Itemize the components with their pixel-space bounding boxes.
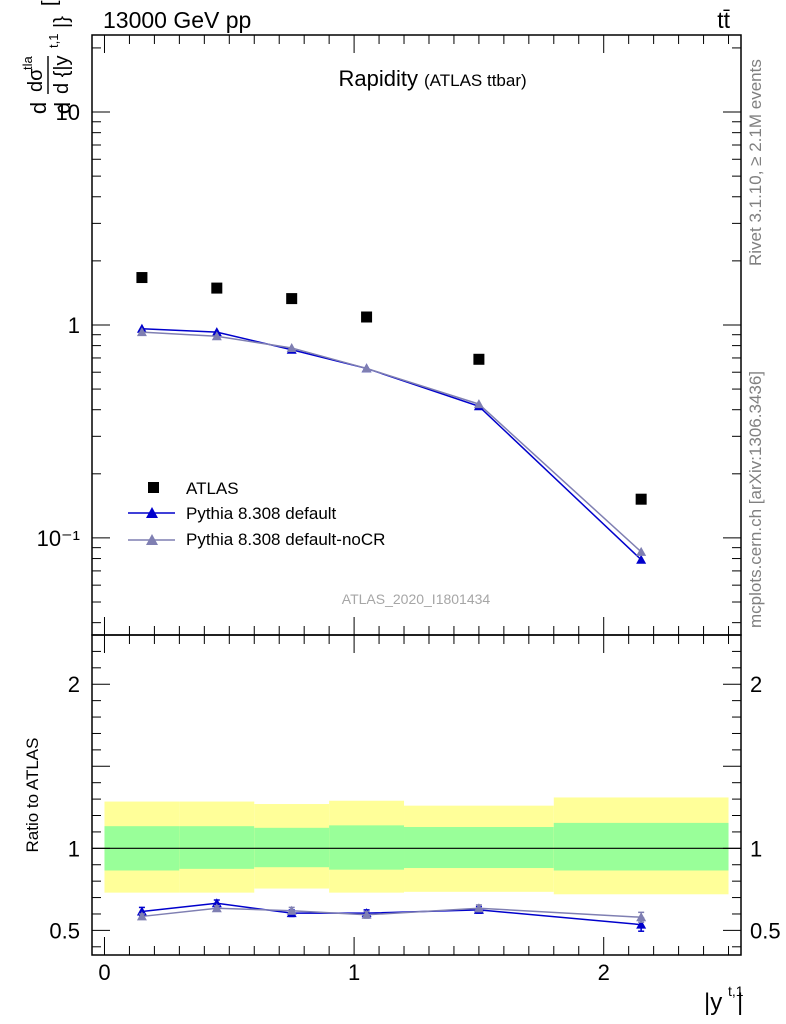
series-marker-2 xyxy=(136,327,147,337)
svg-text:d: d xyxy=(26,102,51,114)
ratio-marker-1 xyxy=(136,911,147,921)
ratio-y-tick-label: 0.5 xyxy=(49,918,80,943)
svg-text:d {|y: d {|y xyxy=(51,55,73,94)
ratio-y-tick-label: 1 xyxy=(68,836,80,861)
axis-ticks: 0 1 2 10 1 10⁻¹ 0.5 0.5 1 1 2 2 xyxy=(37,35,781,985)
series-marker-2 xyxy=(211,331,222,341)
uncertainty-band-stat xyxy=(254,827,330,868)
atlas-data-point xyxy=(361,311,373,323)
ratio-y-axis-title: Ratio to ATLAS xyxy=(23,738,42,853)
uncertainty-band-stat xyxy=(329,825,405,870)
series-marker-2 xyxy=(473,399,484,409)
atlas-data-point xyxy=(211,282,223,294)
svg-text:|: | xyxy=(737,989,743,1016)
series-marker-2 xyxy=(361,363,372,373)
legend-label-atlas: ATLAS xyxy=(186,479,239,498)
svg-text:t,1: t,1 xyxy=(46,34,61,48)
ratio-marker-1 xyxy=(473,903,484,913)
atlas-data-point xyxy=(136,272,148,284)
x-tick-label: 1 xyxy=(348,960,360,985)
main-y-tick-label: 10 xyxy=(56,100,80,125)
ratio-y-tick-label-right: 2 xyxy=(750,672,762,697)
analysis-tag: ATLAS_2020_I1801434 xyxy=(342,591,491,607)
series-marker-2 xyxy=(636,546,647,556)
ratio-marker-1 xyxy=(211,903,222,913)
svg-text:d: d xyxy=(50,102,75,114)
rivet-version-label: Rivet 3.1.10, ≥ 2.1M events xyxy=(746,59,765,266)
legend-marker-nocr xyxy=(146,534,158,545)
x-tick-label: 0 xyxy=(98,960,110,985)
series-marker-1 xyxy=(636,554,647,564)
ratio-marker-0 xyxy=(636,919,647,929)
main-y-tick-label: 10⁻¹ xyxy=(37,526,80,551)
atlas-data-point xyxy=(473,353,485,365)
svg-text:t,1: t,1 xyxy=(728,983,744,999)
header-process-label: tt̄ xyxy=(717,7,730,33)
ratio-marker-1 xyxy=(361,909,372,919)
ratio-plot-frame xyxy=(91,634,742,956)
ratio-bands xyxy=(92,797,741,895)
legend-label-nocr: Pythia 8.308 default-noCR xyxy=(186,530,385,549)
chart-subtitle: (ATLAS ttbar) xyxy=(424,71,527,90)
main-y-tick-label: 1 xyxy=(68,313,80,338)
legend-label-default: Pythia 8.308 default xyxy=(186,504,337,523)
svg-text:tla: tla xyxy=(20,56,35,71)
uncertainty-band-stat xyxy=(179,826,255,869)
ratio-y-tick-label-right: 0.5 xyxy=(750,918,781,943)
legend: ATLAS Pythia 8.308 default Pythia 8.308 … xyxy=(128,479,385,549)
svg-text:|y: |y xyxy=(704,989,722,1016)
svg-text:|}: |} xyxy=(51,16,73,28)
legend-marker-default xyxy=(146,507,158,518)
x-tick-label: 2 xyxy=(598,960,610,985)
ratio-marker-1 xyxy=(636,912,647,922)
mcplots-source-label: mcplots.cern.ch [arXiv:1306.3436] xyxy=(746,371,765,628)
ratio-marker-1 xyxy=(286,905,297,915)
svg-text:[pb]: [pb] xyxy=(39,0,61,6)
legend-marker-atlas xyxy=(148,482,159,493)
ratio-y-tick-label-right: 1 xyxy=(750,836,762,861)
ratio-line-1 xyxy=(141,907,642,919)
atlas-data-point xyxy=(635,493,647,505)
ratio-y-tick-label: 2 xyxy=(68,672,80,697)
svg-text:dσ: dσ xyxy=(25,68,47,92)
uncertainty-band-stat xyxy=(553,822,729,871)
series-line-2 xyxy=(141,331,642,553)
main-y-axis-title: d d dσ tla d {|y t,1 |} [pb] xyxy=(20,0,75,114)
atlas-data-point xyxy=(286,293,298,305)
series-marker-2 xyxy=(286,342,297,352)
chart-title: Rapidity xyxy=(339,66,418,91)
uncertainty-band-stat xyxy=(404,827,554,869)
header-energy-label: 13000 GeV pp xyxy=(103,7,251,33)
x-axis-title: |y t,1 | xyxy=(704,983,744,1016)
data-series xyxy=(136,272,647,932)
series-line-1 xyxy=(141,327,642,561)
